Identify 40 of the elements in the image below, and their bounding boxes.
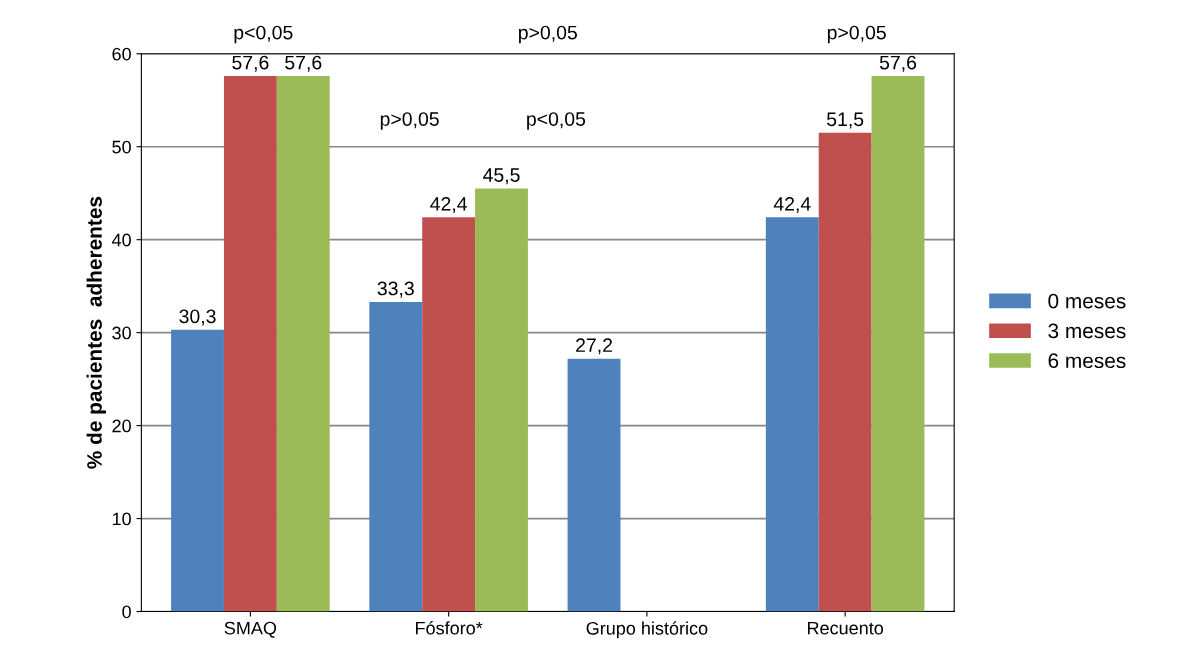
bar (223, 76, 277, 612)
data-label: 57,6 (879, 55, 917, 72)
bar (475, 188, 528, 612)
legend-label: 3 meses (1048, 323, 1126, 339)
bar (422, 217, 476, 612)
y-tick-label: 40 (111, 233, 131, 247)
text: p<0,05 (234, 25, 293, 44)
bar (171, 329, 224, 612)
legend-label: 6 meses (1048, 353, 1126, 369)
bar (567, 358, 621, 612)
y-tick-label: 60 (112, 47, 131, 61)
data-label: 45,5 (483, 168, 520, 185)
bar (276, 76, 330, 612)
x-tick-label: Recuento (807, 621, 884, 635)
y-tick-label: 0 (122, 605, 131, 619)
bar (369, 301, 423, 612)
data-label: 33,3 (377, 281, 414, 298)
y-tick-label: 50 (112, 140, 131, 154)
text: p>0,05 (827, 25, 886, 44)
data-label: 51,5 (827, 112, 864, 129)
x-tick-label: SMAQ (224, 621, 277, 638)
text: p>0,05 (519, 25, 577, 44)
y-axis-title: % de pacientes adherentes (86, 196, 106, 469)
data-label: 57,6 (232, 55, 269, 72)
annotation: p<0,05 (527, 112, 586, 130)
y-tick-label: 10 (112, 512, 131, 526)
bar (871, 76, 925, 612)
bar (765, 217, 819, 612)
annotation: p>0,05 (380, 112, 439, 130)
data-label: 57,6 (285, 55, 322, 72)
legend-label: 0 meses (1048, 293, 1126, 309)
data-label: 30,3 (179, 309, 216, 326)
y-tick-label: 20 (112, 419, 131, 433)
x-tick-label: Grupo histórico (586, 621, 708, 639)
data-label: 42,4 (430, 196, 467, 214)
data-label: 42,4 (773, 196, 811, 214)
bar (818, 132, 872, 612)
x-tick-label: Fósforo* (416, 621, 483, 635)
data-label: 27,2 (576, 338, 612, 355)
y-tick-label: 30 (112, 326, 131, 340)
